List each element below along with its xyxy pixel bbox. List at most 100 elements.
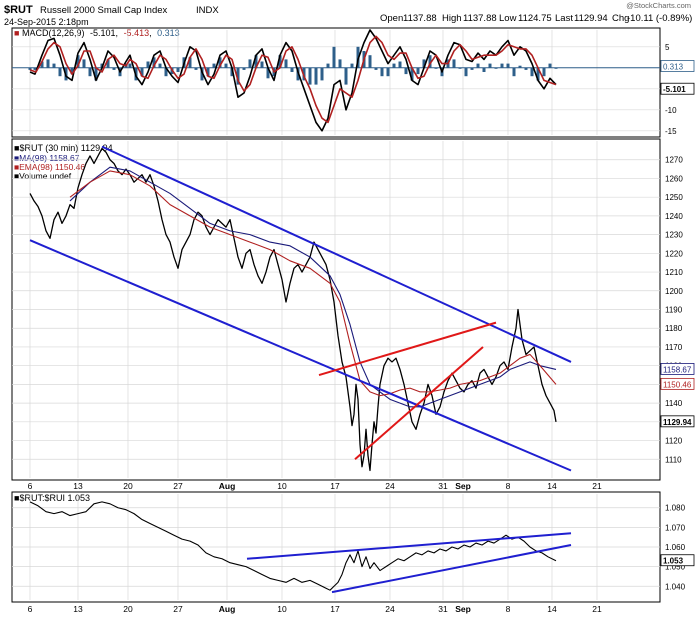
macd-histogram-bar [236,67,240,85]
macd-legend-signal-value: -5.413 [124,28,150,38]
macd-histogram-bar [40,61,44,68]
x-tick-label: 6 [28,604,33,614]
x-axis-price: 6 13 20 27 Aug 10 17 24 31 Sep 8 14 21 [28,481,602,491]
macd-histogram-bar [386,67,390,77]
macd-legend-name: MACD(12,26,9) [22,28,85,38]
macd-histogram-bar [500,63,504,68]
macd-histogram-bar [200,67,204,81]
macd-histogram-bar [140,67,144,77]
x-tick-label: 13 [73,481,83,491]
macd-histogram-bar [350,63,354,68]
x-tick-label: 27 [173,481,183,491]
price-y-tick-label: 1250 [665,193,683,202]
x-tick-label: Sep [455,604,471,614]
macd-histogram-bar [188,57,192,68]
chg-label: Chg [612,13,629,24]
ma-legend: ■MA(98) 1158.67 [14,153,80,163]
macd-histogram-bar [28,67,32,70]
macd-histogram-bar [70,67,74,75]
x-tick-label: 31 [438,604,448,614]
price-y-tick-label: 1180 [665,324,683,333]
macd-histogram-bar [314,67,318,85]
macd-series-macd [29,29,557,132]
price-y-tick-label: 1170 [665,343,683,352]
macd-histogram-bar [158,63,162,68]
ratio-panel: ■$RUT:$RUI 1.053 1.0801.0701.0601.0501.0… [11,491,695,603]
macd-histogram-bar [332,46,336,68]
macd-legend-macd-value: -5.101 [90,28,116,38]
exchange-label: INDX [196,5,219,16]
price-panel: ■$RUT (30 min) 1129.94 ■MA(98) 1158.67 ■… [11,138,695,481]
macd-histogram-bar [194,67,198,70]
x-tick-label: Sep [455,481,471,491]
price-y-tick-label: 1190 [665,306,683,315]
x-tick-label: 13 [73,604,83,614]
macd-histogram-bar [536,67,540,81]
volume-legend-swatch: ■ [14,171,19,181]
macd-histogram-bar [476,63,480,68]
ratio-legend-swatch: ■ [14,493,19,503]
macd-histogram-bar [464,67,468,77]
low-value: 1124.75 [518,13,552,24]
macd-histogram-bar [164,67,168,77]
x-tick-label: Aug [219,481,236,491]
x-tick-label: 21 [592,604,602,614]
x-tick-label: 27 [173,604,183,614]
price-last-value-tag [660,377,695,390]
macd-histogram-bar [452,59,456,68]
macd-histogram-bar [88,67,92,77]
macd-histogram-bar [488,63,492,68]
macd-histogram-bar [524,67,528,70]
price-last-value-label: 1129.94 [663,418,692,427]
chg-value: -10.11 (-0.89%) [627,13,692,24]
macd-histogram-bar [33,67,37,70]
x-tick-label: 21 [592,481,602,491]
volume-legend: ■Volume undef [14,171,72,181]
macd-histogram-bar [248,59,252,68]
x-tick-label: 31 [438,481,448,491]
macd-histogram-bar [398,61,402,68]
macd-histogram-bar [260,61,264,68]
macd-histogram-bar [212,63,216,68]
x-tick-label: 17 [330,604,340,614]
index-name: Russell 2000 Small Cap Index [40,5,168,16]
ema-legend: ■EMA(98) 1150.46 [14,162,85,172]
macd-histogram-bar [242,67,246,70]
macd-legend-swatch: ■ [14,28,19,38]
price-y-tick-label: 1120 [665,437,683,446]
price-last-value-label: 1158.67 [663,365,692,374]
price-last-value-tag [660,363,695,375]
ratio-last-value-label: 1.053 [663,557,684,566]
price-y-tick-label: 1270 [665,156,683,165]
macd-histogram-bar [506,63,510,68]
macd-last-value-tag [660,60,695,72]
macd-histogram-bar [404,67,408,75]
macd-histogram-bar [326,63,330,68]
price-y-tick-label: 1210 [665,268,683,277]
price-y-tick-label: 1220 [665,249,683,258]
macd-histogram-bar [344,67,348,85]
macd-histogram-bar [278,55,282,68]
macd-histogram-bar [46,59,50,68]
macd-histogram-bar [512,67,516,77]
watermark: @StockCharts.com [626,1,691,10]
price-y-tick-label: 1230 [665,231,683,240]
macd-histogram-bar [410,67,414,81]
macd-histogram-bar [290,67,294,72]
macd-histogram-bar [106,59,110,68]
macd-histogram-bar [470,67,474,70]
macd-histogram-bar [254,55,258,68]
macd-histogram-bar [338,59,342,68]
x-axis-ratio: 6 13 20 27 Aug 10 17 24 31 Sep 8 14 21 [28,604,602,614]
macd-y-tick-label: -10 [665,106,677,115]
ratio-y-tick-label: 1.060 [665,543,686,552]
macd-y-tick-label: -15 [665,127,677,136]
x-tick-label: 20 [123,604,133,614]
macd-panel: ■ MACD(12,26,9) -5.101, -5.413, 0.313 5 0… [11,27,695,138]
price-y-tick-label: 1260 [665,174,683,183]
x-tick-label: 10 [277,481,287,491]
ratio-legend: ■$RUT:$RUI 1.053 [14,493,90,503]
ratio-y-tick-label: 1.040 [665,582,686,591]
macd-last-value-label: -5.101 [663,85,686,94]
macd-histogram-bar [218,57,222,68]
